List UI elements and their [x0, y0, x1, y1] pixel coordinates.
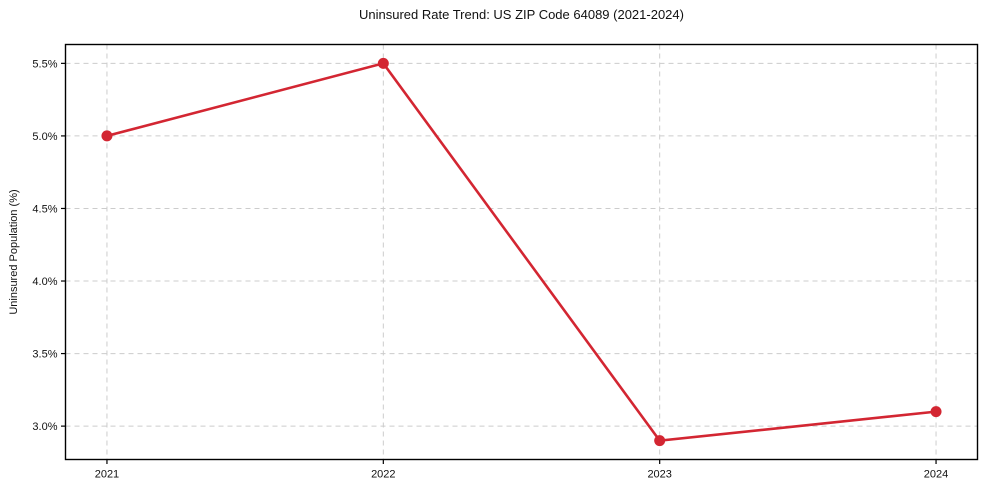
y-tick-label: 5.5% [32, 58, 57, 70]
trend-line [105, 61, 938, 443]
chart-title: Uninsured Rate Trend: US ZIP Code 64089 … [359, 7, 684, 22]
y-tick-label: 3.5% [32, 349, 57, 361]
x-tick-label: 2023 [647, 469, 671, 481]
x-tick-label: 2022 [371, 469, 395, 481]
data-point [377, 57, 389, 69]
plot-border [64, 43, 979, 461]
y-tick-label: 5.0% [32, 131, 57, 143]
data-point [930, 406, 942, 418]
data-point [101, 130, 113, 142]
data-point [654, 435, 666, 447]
y-tick-label: 4.0% [32, 276, 57, 288]
x-tick-label: 2024 [924, 469, 948, 481]
y-tick-label: 4.5% [32, 203, 57, 215]
x-tick-label: 2021 [95, 469, 119, 481]
y-tick-label: 3.0% [32, 421, 57, 433]
